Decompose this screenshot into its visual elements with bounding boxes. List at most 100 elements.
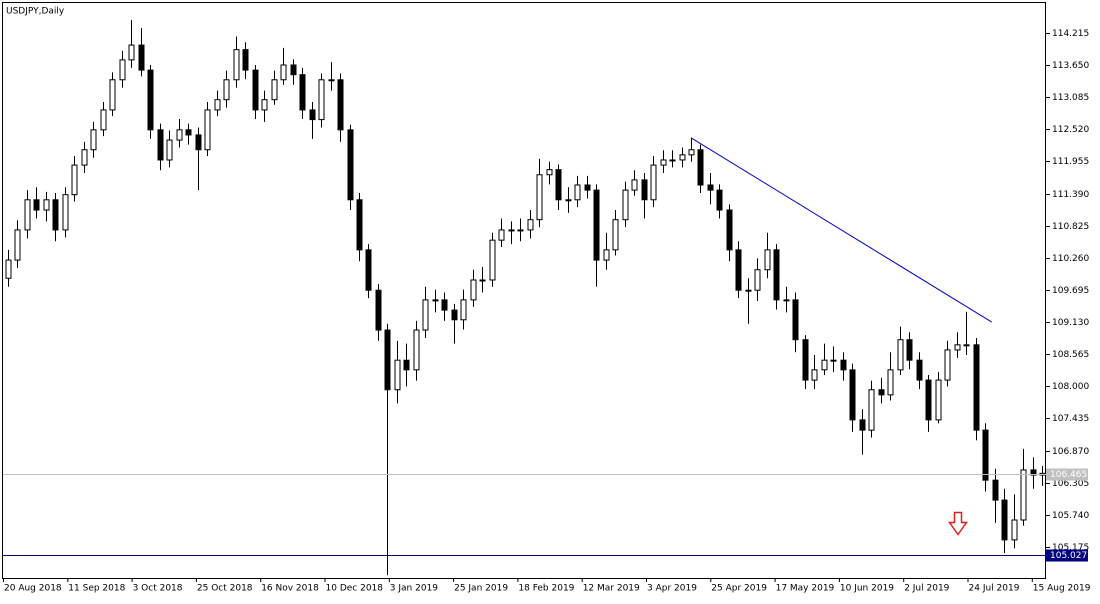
candle-body	[280, 64, 287, 81]
y-tick-label: 109.130	[1052, 318, 1089, 328]
candle-body	[204, 109, 211, 151]
candle-body	[906, 339, 913, 361]
candle-body	[536, 174, 543, 221]
x-tick-label: 3 Jan 2019	[390, 584, 438, 594]
candle-body	[783, 299, 790, 302]
candle-body	[138, 44, 145, 71]
x-tick-label: 3 Oct 2018	[133, 584, 183, 594]
candle-body	[527, 219, 534, 231]
trendline	[690, 137, 992, 323]
candle-body	[773, 249, 780, 301]
y-tick-label: 114.215	[1052, 29, 1089, 39]
x-tick-label: 25 Apr 2019	[711, 584, 767, 594]
candle-body	[432, 299, 439, 302]
y-tick-label: 106.305	[1052, 479, 1089, 489]
candle-body	[309, 109, 316, 121]
candle-body	[584, 184, 591, 191]
candle-body	[441, 299, 448, 311]
chart-title: USDJPY,Daily	[6, 7, 65, 17]
candle-body	[166, 139, 173, 161]
candle-body	[973, 344, 980, 431]
candle-body	[764, 249, 771, 271]
candle-body	[147, 69, 154, 131]
candle-body	[403, 359, 410, 371]
candle-body	[242, 49, 249, 71]
candle-body	[157, 129, 164, 161]
candle-body	[555, 169, 562, 201]
candle-body	[498, 229, 505, 241]
price-label: 106.465	[1050, 470, 1087, 480]
candle-body	[916, 359, 923, 381]
candle-body	[679, 154, 686, 161]
x-tick-label: 25 Oct 2018	[197, 584, 253, 594]
candle-body	[982, 429, 989, 481]
candle-body	[660, 159, 667, 166]
x-tick-label: 15 Aug 2019	[1033, 584, 1091, 594]
x-tick-label: 25 Jan 2019	[454, 584, 508, 594]
x-tick-label: 17 May 2019	[776, 584, 835, 594]
candle-body	[347, 129, 354, 201]
candle-body	[214, 99, 221, 111]
candle-body	[14, 229, 21, 261]
plot-frame	[2, 2, 1046, 579]
candle-body	[992, 479, 999, 501]
candle-body	[176, 129, 183, 141]
candle-body	[337, 79, 344, 131]
candle-body	[859, 419, 866, 431]
price-label-box	[1046, 468, 1088, 481]
candle-body	[963, 344, 970, 347]
y-tick-label: 111.955	[1052, 157, 1089, 167]
candle-body	[650, 164, 657, 201]
y-tick-label: 106.870	[1052, 447, 1089, 457]
candle-body	[954, 344, 961, 351]
candle-body	[716, 189, 723, 211]
candle-body	[119, 59, 126, 81]
candle-body	[565, 199, 572, 202]
candle-body	[451, 309, 458, 321]
sell-arrow	[948, 511, 968, 536]
candle-body	[365, 249, 372, 291]
y-tick-label: 105.740	[1052, 511, 1089, 521]
y-tick-label: 113.085	[1052, 93, 1089, 103]
candle-body	[887, 369, 894, 396]
candle-body	[707, 184, 714, 191]
candle-body	[223, 79, 230, 101]
candle-body	[90, 129, 97, 151]
candle-body	[24, 199, 31, 231]
candle-body	[470, 279, 477, 301]
x-tick-label: 10 Dec 2018	[326, 584, 384, 594]
y-tick-label: 110.260	[1052, 254, 1089, 264]
candle-body	[897, 339, 904, 371]
candle-body	[252, 69, 259, 111]
candle-body	[328, 79, 335, 82]
candle-body	[489, 239, 496, 281]
candle-body	[830, 359, 837, 362]
candle-body	[878, 389, 885, 396]
candle-body	[100, 109, 107, 131]
candle-body	[811, 369, 818, 381]
candle-body	[726, 209, 733, 251]
candle-body	[1001, 499, 1008, 541]
x-tick-label: 18 Feb 2019	[518, 584, 574, 594]
y-tick-label: 108.000	[1052, 382, 1089, 392]
candle-body	[735, 249, 742, 291]
candle-body	[745, 289, 752, 292]
candle-body	[603, 249, 610, 261]
candle-body	[688, 149, 695, 156]
candle-body	[261, 99, 268, 111]
candle-body	[185, 129, 192, 136]
candle-body	[375, 289, 382, 331]
x-tick-label: 3 Apr 2019	[647, 584, 697, 594]
candle-body	[128, 44, 135, 61]
candle-body	[1011, 519, 1018, 541]
candle-body	[935, 379, 942, 421]
candle-body	[593, 189, 600, 261]
candle-body	[52, 199, 59, 231]
candle-body	[394, 359, 401, 391]
candle-body	[233, 49, 240, 81]
x-tick-label: 16 Nov 2018	[261, 584, 319, 594]
candle-body	[574, 184, 581, 201]
x-tick-label: 11 Sep 2018	[68, 584, 125, 594]
